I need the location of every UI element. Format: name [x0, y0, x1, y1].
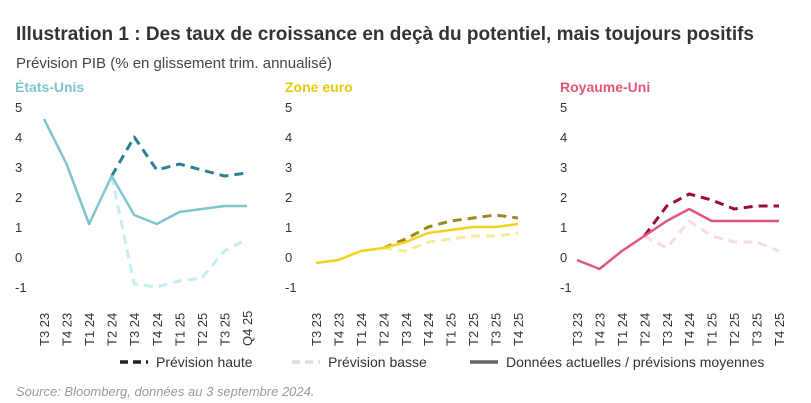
x-tick-label: T1 24	[82, 313, 97, 346]
x-tick-label: T3 23	[570, 313, 585, 346]
x-tick-label: T1 24	[354, 313, 369, 346]
x-tick-label: T3 24	[399, 313, 414, 346]
x-tick-label: Q4 25	[240, 311, 255, 346]
x-tick-label: T3 23	[309, 313, 324, 346]
y-tick-label: 4	[285, 130, 292, 145]
series-line	[110, 135, 248, 178]
series-line	[110, 175, 248, 289]
legend-label: Prévision haute	[156, 354, 253, 370]
series-line	[643, 219, 780, 253]
legend-label: Prévision basse	[328, 354, 427, 370]
y-tick-label: 1	[285, 220, 292, 235]
chart-subtitle: Prévision PIB (% en glissement trim. ann…	[16, 55, 332, 72]
y-tick-label: 2	[15, 190, 22, 205]
series-line	[42, 118, 247, 226]
y-tick-label: 0	[15, 250, 22, 265]
y-tick-label: 1	[15, 220, 22, 235]
x-tick-label: T4 23	[592, 313, 607, 346]
series-line	[576, 207, 779, 271]
x-tick-label: T1 25	[705, 313, 720, 346]
x-tick-label: T2 25	[466, 313, 481, 346]
x-tick-label: T4 24	[421, 313, 436, 346]
x-tick-label: T3 25	[489, 313, 504, 346]
chart-title: Illustration 1 : Des taux de croissance …	[16, 24, 754, 45]
y-tick-label: 5	[15, 100, 22, 115]
x-tick-label: T3 24	[127, 313, 142, 346]
y-tick-label: 5	[285, 100, 292, 115]
x-tick-label: T2 24	[105, 313, 120, 346]
x-tick-label: T1 24	[615, 313, 630, 346]
x-tick-label: T4 25	[511, 313, 526, 346]
y-tick-label: 4	[560, 130, 567, 145]
x-tick-label: T4 23	[60, 313, 75, 346]
x-tick-label: T2 25	[195, 313, 210, 346]
x-tick-label: T3 23	[37, 313, 52, 346]
series-line	[643, 192, 779, 237]
y-tick-label: 3	[285, 160, 292, 175]
x-tick-label: T2 24	[376, 313, 391, 346]
series-line	[315, 222, 519, 265]
x-tick-label: T3 24	[660, 313, 675, 346]
y-tick-label: -1	[560, 280, 572, 295]
x-tick-label: T3 25	[217, 313, 232, 346]
y-tick-label: 0	[285, 250, 292, 265]
x-tick-label: T4 23	[331, 313, 346, 346]
y-tick-label: 1	[560, 220, 567, 235]
panel-title: Royaume-Uni	[560, 79, 650, 95]
panel-title: États-Unis	[15, 79, 84, 95]
x-tick-label: T2 24	[637, 313, 652, 346]
x-tick-label: T4 24	[150, 313, 165, 346]
x-tick-label: T4 25	[772, 313, 787, 346]
x-tick-label: T3 25	[750, 313, 765, 346]
y-tick-label: 2	[560, 190, 567, 205]
legend-label: Données actuelles / prévisions moyennes	[506, 354, 764, 370]
x-tick-label: T4 24	[682, 313, 697, 346]
series-line	[383, 231, 519, 253]
y-tick-label: 0	[560, 250, 567, 265]
x-tick-label: T1 25	[172, 313, 187, 346]
y-tick-label: 4	[15, 130, 22, 145]
y-tick-label: 2	[285, 190, 292, 205]
x-tick-label: T2 25	[727, 313, 742, 346]
source: Source: Bloomberg, données au 3 septembr…	[16, 384, 314, 399]
y-tick-label: -1	[15, 280, 27, 295]
y-tick-label: 5	[560, 100, 567, 115]
y-tick-label: -1	[285, 280, 297, 295]
panel-title: Zone euro	[285, 79, 353, 95]
y-tick-label: 3	[560, 160, 567, 175]
x-tick-label: T1 25	[444, 313, 459, 346]
y-tick-label: 3	[15, 160, 22, 175]
